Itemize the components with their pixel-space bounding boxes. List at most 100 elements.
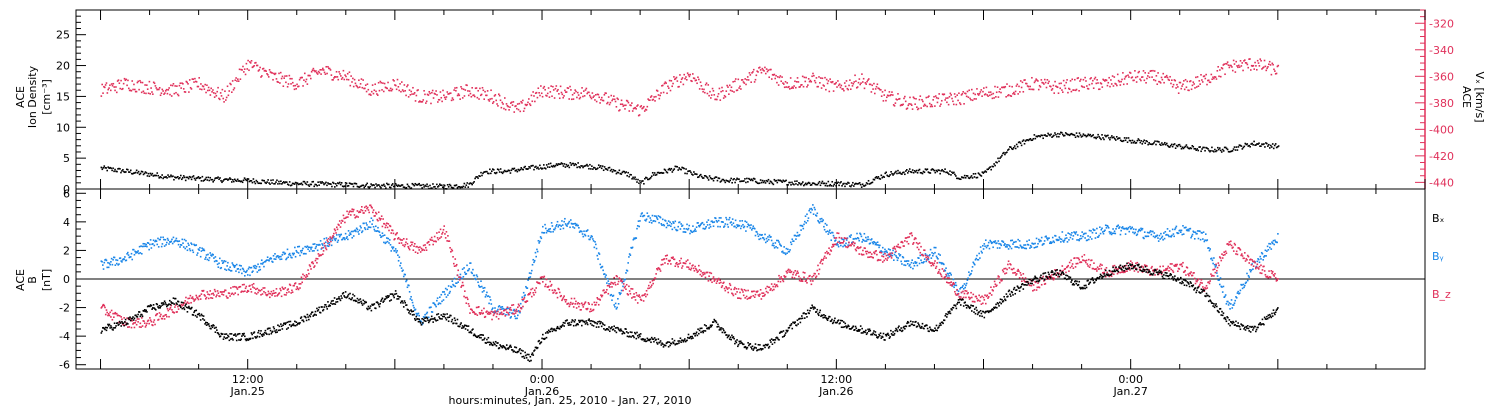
vx-point bbox=[1011, 85, 1013, 88]
vx-point bbox=[445, 96, 448, 98]
density-point bbox=[449, 184, 452, 187]
by-point bbox=[218, 262, 220, 265]
by-point bbox=[594, 243, 597, 246]
by-point bbox=[1048, 237, 1050, 239]
vx-point bbox=[207, 86, 210, 89]
by-point bbox=[1134, 231, 1136, 234]
by-point bbox=[613, 304, 615, 306]
vx-point bbox=[813, 74, 815, 77]
vx-point bbox=[679, 81, 682, 83]
by-point bbox=[1025, 247, 1028, 250]
vx-point bbox=[795, 86, 797, 89]
density-point bbox=[970, 175, 973, 177]
vx-point bbox=[850, 82, 853, 84]
vx-point bbox=[974, 93, 977, 96]
bz-point bbox=[203, 294, 206, 296]
density-point bbox=[630, 173, 632, 176]
by-point bbox=[291, 256, 293, 259]
by-point bbox=[1191, 235, 1193, 237]
bz-point bbox=[377, 219, 379, 222]
vx-point bbox=[1221, 67, 1224, 70]
density-point bbox=[471, 183, 473, 186]
density-point bbox=[1057, 132, 1059, 135]
bz-point bbox=[146, 322, 148, 325]
vx-point bbox=[1001, 86, 1003, 89]
by-point bbox=[1088, 229, 1091, 232]
density-point bbox=[1229, 150, 1232, 153]
bz-point bbox=[233, 285, 236, 288]
density-point bbox=[687, 170, 689, 173]
by-point bbox=[778, 243, 781, 245]
vx-point bbox=[615, 105, 618, 108]
vx-point bbox=[176, 93, 179, 96]
by-point bbox=[895, 255, 897, 257]
vx-point bbox=[342, 69, 345, 72]
vx-point bbox=[1166, 76, 1169, 79]
by-point bbox=[656, 218, 659, 221]
by-point bbox=[459, 273, 462, 276]
by-point bbox=[719, 225, 721, 228]
vx-point bbox=[270, 71, 273, 74]
by-point bbox=[408, 284, 410, 287]
density-point bbox=[898, 172, 900, 175]
vx-point bbox=[1139, 78, 1141, 81]
density-point bbox=[149, 172, 152, 175]
vx-point bbox=[582, 90, 585, 92]
density-point bbox=[332, 181, 334, 184]
vx-point bbox=[665, 82, 667, 84]
by-point bbox=[404, 273, 407, 276]
vx-point bbox=[188, 91, 190, 93]
vx-point bbox=[488, 100, 491, 102]
bz-point bbox=[208, 293, 211, 296]
bz-point bbox=[364, 210, 367, 212]
vx-point bbox=[1158, 80, 1160, 83]
x-tick-label-date: Jan.26 bbox=[524, 385, 559, 398]
vx-point bbox=[1192, 81, 1195, 83]
vx-point bbox=[867, 78, 870, 80]
by-point bbox=[394, 248, 397, 250]
vx-point bbox=[418, 101, 420, 103]
density-point bbox=[558, 163, 561, 166]
bz-point bbox=[169, 306, 172, 309]
by-point bbox=[1096, 227, 1098, 230]
density-point bbox=[632, 176, 634, 179]
vx-point bbox=[363, 87, 365, 90]
density-point bbox=[489, 168, 491, 171]
vx-point bbox=[968, 89, 971, 92]
bz-point bbox=[451, 249, 454, 252]
bottom-left-tick-label: 0 bbox=[63, 273, 70, 286]
vx-point bbox=[1170, 82, 1172, 85]
by-point bbox=[653, 219, 655, 222]
density-point bbox=[641, 180, 643, 182]
by-point bbox=[801, 225, 804, 227]
density-point bbox=[1089, 133, 1092, 136]
density-point bbox=[1041, 134, 1043, 137]
by-point bbox=[195, 244, 198, 246]
by-point bbox=[372, 219, 374, 222]
by-point bbox=[919, 254, 922, 257]
density-point bbox=[384, 185, 386, 188]
density-point bbox=[1238, 144, 1241, 146]
density-point bbox=[446, 183, 449, 186]
vx-point bbox=[1195, 86, 1198, 88]
density-point bbox=[818, 180, 821, 183]
density-point bbox=[798, 182, 800, 184]
density-point bbox=[725, 179, 728, 182]
vx-point bbox=[1100, 82, 1103, 85]
bz-point bbox=[217, 292, 220, 294]
vx-point bbox=[967, 96, 970, 99]
vx-point bbox=[465, 84, 467, 86]
vx-point bbox=[1008, 85, 1011, 88]
vx-point bbox=[773, 73, 776, 76]
density-point bbox=[663, 168, 666, 171]
by-point bbox=[829, 232, 832, 235]
density-point bbox=[316, 184, 318, 187]
by-point bbox=[670, 225, 672, 228]
vx-point bbox=[760, 71, 763, 74]
by-point bbox=[198, 249, 200, 251]
density-point bbox=[514, 169, 517, 172]
vx-point bbox=[1034, 80, 1037, 82]
by-point bbox=[1182, 233, 1185, 235]
density-point bbox=[261, 179, 264, 182]
by-point bbox=[896, 259, 899, 262]
